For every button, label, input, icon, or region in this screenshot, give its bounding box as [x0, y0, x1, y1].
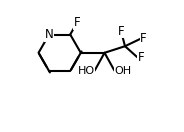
Text: OH: OH — [114, 66, 132, 76]
Text: F: F — [137, 51, 144, 64]
Text: N: N — [45, 28, 54, 41]
Text: F: F — [74, 16, 80, 29]
Text: HO: HO — [77, 66, 95, 76]
Text: F: F — [118, 25, 124, 37]
Text: F: F — [140, 32, 147, 45]
